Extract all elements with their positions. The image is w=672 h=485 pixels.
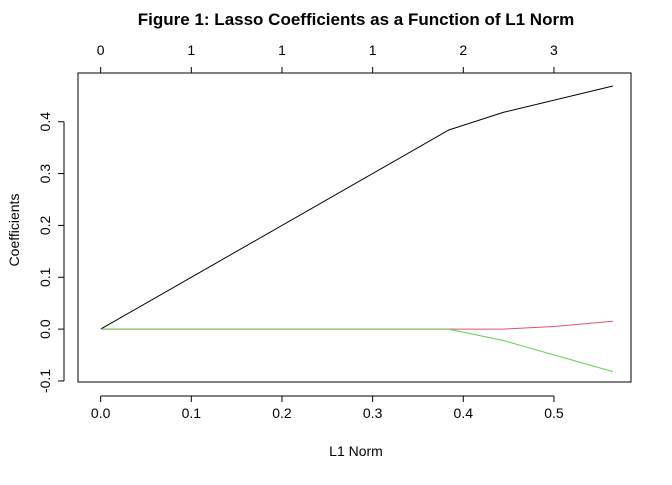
plot-frame: [77, 72, 632, 383]
top-tick-label: 1: [369, 42, 377, 58]
x-axis-label: L1 Norm: [329, 443, 383, 459]
y-tick-label: 0.2: [37, 215, 53, 235]
y-tick-label: -0.1: [37, 369, 53, 393]
x-tick-label: 0.3: [363, 405, 383, 421]
x-tick-label: 0.5: [544, 405, 564, 421]
y-axis-label: Coefficients: [6, 194, 22, 267]
axes-layer: 0.0 0.1 0.2 0.3 0.4 0.5 0 1 1 1 2 3 -0.1 0.0 0.1 0.2 0.3…: [37, 42, 564, 421]
x-tick-label: 0.4: [454, 405, 474, 421]
x-tick-label: 0.0: [91, 405, 111, 421]
x-tick-label: 0.2: [272, 405, 292, 421]
series-line-1: [100, 85, 614, 330]
y-tick-label: 0.0: [37, 319, 53, 339]
top-tick-label: 1: [187, 42, 195, 58]
series-line-3: [100, 328, 614, 373]
top-tick-label: 3: [550, 42, 558, 58]
series-layer: [100, 85, 614, 373]
y-tick-label: 0.3: [37, 164, 53, 184]
x-tick-label: 0.1: [182, 405, 202, 421]
top-tick-label: 1: [278, 42, 286, 58]
y-tick-label: 0.1: [37, 267, 53, 287]
chart-title: Figure 1: Lasso Coefficients as a Functi…: [138, 10, 574, 29]
top-tick-label: 2: [459, 42, 467, 58]
top-tick-label: 0: [97, 42, 105, 58]
y-tick-label: 0.4: [37, 112, 53, 132]
series-line-2: [100, 320, 613, 330]
